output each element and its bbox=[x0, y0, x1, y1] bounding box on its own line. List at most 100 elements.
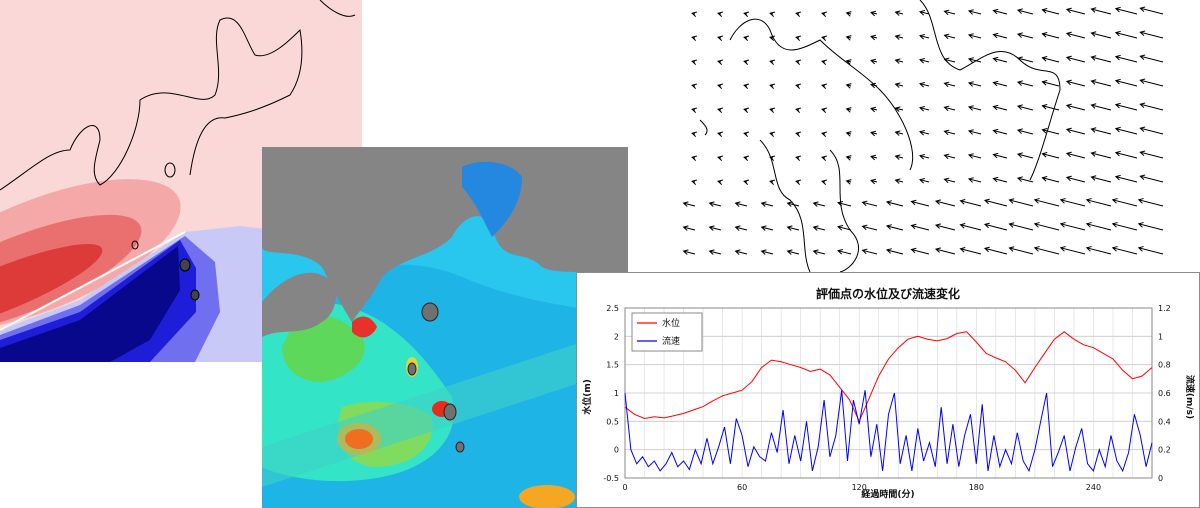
velocity-arrow bbox=[717, 59, 724, 66]
island-map2-d bbox=[455, 441, 465, 453]
velocity-arrow bbox=[943, 57, 956, 64]
velocity-arrow bbox=[943, 105, 956, 112]
velocity-arrow bbox=[967, 153, 982, 159]
velocity-arrow bbox=[821, 131, 828, 138]
velocity-arrow bbox=[760, 201, 774, 207]
x-tick-label: 120 bbox=[852, 483, 867, 492]
velocity-arrow bbox=[1065, 7, 1086, 15]
velocity-arrow bbox=[967, 129, 982, 135]
series-line-water-level bbox=[624, 331, 1153, 423]
velocity-arrow bbox=[910, 247, 930, 255]
velocity-arrow bbox=[708, 201, 722, 207]
velocity-arrow bbox=[769, 59, 776, 66]
chart-series bbox=[624, 331, 1153, 473]
island-map2-a bbox=[421, 302, 439, 322]
velocity-arrow bbox=[1111, 246, 1138, 255]
velocity-vector-map bbox=[680, 0, 1180, 272]
velocity-arrow bbox=[812, 201, 826, 207]
velocity-arrow bbox=[691, 179, 698, 186]
velocity-arrow bbox=[821, 11, 828, 18]
water-level-velocity-chart: 評価点の水位及び流速変化 -0.5 0 0.5 1 1.5 2 2.5 0 0.2 0.4 0.6… bbox=[576, 272, 1200, 508]
x-tick-label: 60 bbox=[737, 483, 747, 492]
velocity-arrow bbox=[894, 154, 904, 160]
island-map2-b bbox=[443, 403, 457, 421]
x-tick-label: 240 bbox=[1086, 483, 1101, 492]
velocity-arrow bbox=[743, 107, 750, 114]
velocity-arrow bbox=[1041, 128, 1060, 135]
velocity-arrow bbox=[1139, 54, 1164, 63]
velocity-arrow bbox=[821, 35, 828, 42]
velocity-arrow bbox=[1033, 246, 1060, 255]
velocity-arrow bbox=[795, 83, 802, 90]
velocity-arrow bbox=[717, 83, 724, 90]
y-right-tick-label: 0.8 bbox=[1158, 361, 1171, 370]
series-line-velocity bbox=[624, 390, 1153, 473]
velocity-arrow bbox=[743, 83, 750, 90]
vector-arrows bbox=[682, 6, 1164, 255]
velocity-arrow bbox=[1114, 54, 1138, 63]
coastline-north bbox=[319, 0, 356, 17]
velocity-arrow bbox=[786, 201, 800, 207]
velocity-arrow bbox=[1137, 222, 1164, 231]
velocity-arrow bbox=[894, 178, 904, 184]
coastline bbox=[0, 17, 303, 191]
velocity-arrow bbox=[870, 130, 878, 137]
velocity-arrow bbox=[959, 199, 982, 207]
velocity-arrow bbox=[682, 225, 696, 231]
velocity-arrow bbox=[786, 249, 800, 255]
velocity-arrow bbox=[870, 58, 878, 65]
velocity-arrow bbox=[870, 178, 878, 185]
velocity-arrow bbox=[1016, 152, 1034, 159]
high-wave-spot-c bbox=[519, 485, 575, 508]
velocity-arrow bbox=[1090, 31, 1112, 39]
velocity-arrow bbox=[691, 131, 698, 138]
velocity-arrow bbox=[1090, 175, 1112, 183]
velocity-arrow bbox=[691, 155, 698, 162]
velocity-arrow bbox=[1114, 174, 1138, 183]
velocity-arrow bbox=[717, 155, 724, 162]
y-left-tick-label: -0.5 bbox=[603, 474, 619, 483]
velocity-arrow bbox=[743, 155, 750, 162]
velocity-arrow bbox=[894, 58, 904, 64]
velocity-arrow bbox=[743, 59, 750, 66]
velocity-arrow bbox=[708, 249, 722, 255]
velocity-arrow bbox=[1111, 222, 1138, 231]
velocity-arrow bbox=[795, 155, 802, 162]
velocity-arrow bbox=[1016, 80, 1034, 87]
velocity-arrow bbox=[795, 179, 802, 186]
velocity-arrow bbox=[734, 201, 748, 207]
velocity-arrow bbox=[1041, 56, 1060, 63]
velocity-arrow bbox=[1139, 174, 1164, 183]
wave-height-map bbox=[262, 147, 628, 508]
y-right-tick-label: 0 bbox=[1158, 474, 1163, 483]
legend-box bbox=[631, 312, 703, 352]
x-tick-label: 0 bbox=[622, 483, 627, 492]
y-left-tick-label: 0 bbox=[614, 446, 619, 455]
velocity-arrow bbox=[1033, 222, 1060, 231]
velocity-arrow bbox=[691, 107, 698, 114]
velocity-arrow bbox=[885, 200, 904, 207]
y-axis-left-label: 水位(m) bbox=[581, 379, 593, 415]
velocity-arrow bbox=[894, 10, 904, 16]
velocity-arrow bbox=[769, 107, 776, 114]
velocity-arrow bbox=[691, 11, 698, 18]
velocity-arrow bbox=[918, 177, 930, 184]
velocity-arrow bbox=[918, 153, 930, 160]
velocity-arrow bbox=[845, 35, 852, 41]
velocity-arrow bbox=[861, 224, 878, 231]
velocity-arrow bbox=[795, 59, 802, 66]
x-tick-label: 180 bbox=[969, 483, 984, 492]
velocity-arrow bbox=[786, 225, 800, 231]
velocity-arrow bbox=[894, 106, 904, 112]
velocity-arrow bbox=[1090, 127, 1112, 135]
velocity-arrow bbox=[812, 225, 826, 231]
velocity-arrow bbox=[992, 104, 1008, 111]
velocity-arrow bbox=[734, 225, 748, 231]
velocity-arrow bbox=[821, 179, 828, 186]
velocity-arrow bbox=[1016, 128, 1034, 135]
y-left-tick-label: 2 bbox=[614, 332, 619, 341]
velocity-arrow bbox=[870, 106, 878, 113]
velocity-arrow bbox=[885, 248, 904, 255]
island-map2-c bbox=[407, 362, 417, 376]
velocity-arrow bbox=[1016, 8, 1034, 15]
